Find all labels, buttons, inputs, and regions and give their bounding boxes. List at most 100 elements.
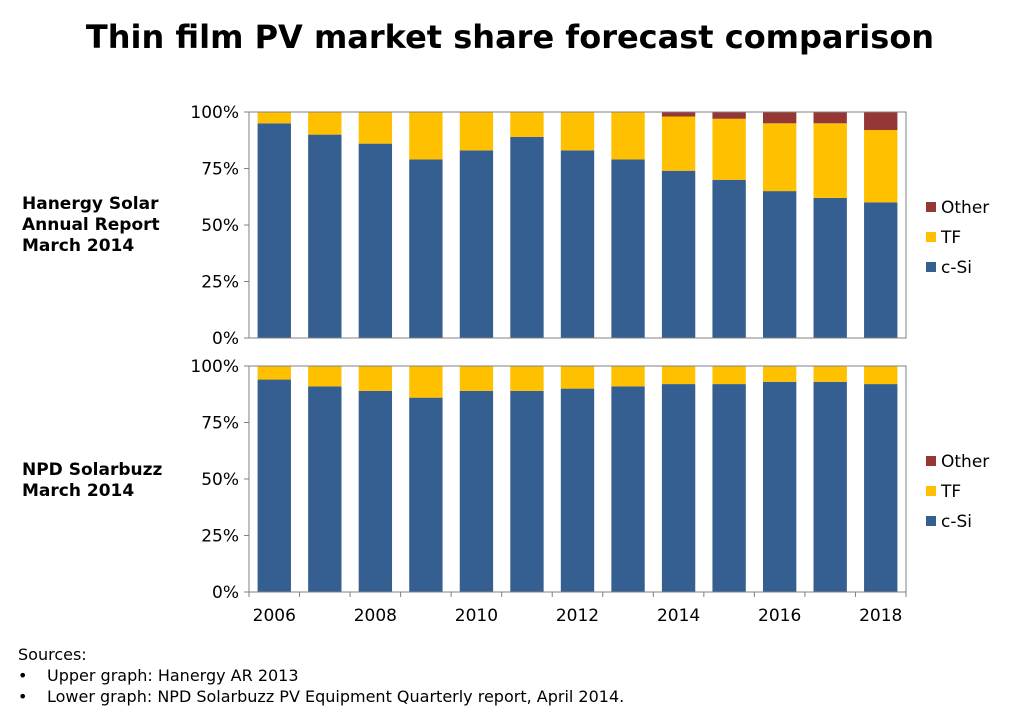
lower-bar-csi-2010 [459, 390, 494, 592]
lower-bar-csi-2017 [813, 381, 847, 592]
upper-bar-csi-2007 [308, 134, 342, 338]
lower-y-tick-label: 25% [201, 527, 239, 547]
upper-bar-csi-2013 [611, 159, 645, 338]
upper-bar-other-2015 [712, 112, 746, 119]
upper-bar-tf-2015 [712, 118, 746, 180]
upper-bar-tf-2007 [308, 112, 342, 135]
upper-bar-tf-2008 [358, 112, 393, 144]
lower-bar-tf-2014 [661, 366, 696, 385]
upper-bar-csi-2009 [409, 159, 443, 338]
lower-bar-tf-2015 [712, 366, 746, 385]
source-item: Lower graph: NPD Solarbuzz PV Equipment … [18, 686, 624, 707]
lower-legend-swatch-csi [926, 516, 936, 526]
upper-bar-csi-2016 [762, 191, 797, 338]
upper-bar-csi-2018 [864, 202, 898, 338]
lower-bar-tf-2018 [864, 366, 898, 385]
x-tick-label: 2008 [354, 606, 397, 626]
upper-bar-tf-2014 [661, 116, 696, 171]
lower-legend-swatch-other [926, 456, 936, 466]
upper-y-tick-label: 50% [201, 216, 239, 236]
lower-legend-label-tf: TF [940, 482, 961, 502]
x-tick-label: 2016 [758, 606, 801, 626]
upper-panel-label: Hanergy Solar Annual Report March 2014 [22, 194, 160, 257]
upper-bar-other-2016 [762, 112, 797, 124]
lower-legend-label-csi: c-Si [941, 512, 972, 532]
upper-y-tick-label: 25% [201, 273, 239, 293]
upper-bar-tf-2012 [560, 112, 595, 151]
upper-bar-csi-2012 [560, 150, 595, 338]
x-tick-label: 2012 [556, 606, 599, 626]
upper-legend-swatch-csi [926, 262, 936, 272]
lower-bar-tf-2017 [813, 366, 847, 382]
upper-bar-csi-2010 [459, 150, 494, 338]
lower-bar-tf-2007 [308, 366, 342, 387]
sources-heading: Sources: [18, 645, 87, 664]
upper-bar-other-2014 [661, 112, 696, 117]
lower-bar-csi-2008 [358, 390, 393, 592]
lower-bar-tf-2013 [611, 366, 645, 387]
x-tick-label: 2018 [859, 606, 902, 626]
upper-bar-tf-2011 [510, 112, 544, 137]
lower-bar-tf-2011 [510, 366, 544, 391]
lower-panel-label: NPD Solarbuzz March 2014 [22, 460, 162, 502]
upper-bar-tf-2006 [257, 112, 291, 124]
upper-panel-label-line: Hanergy Solar [22, 194, 159, 214]
lower-panel-label-line: NPD Solarbuzz [22, 460, 163, 480]
upper-bar-tf-2009 [409, 112, 443, 160]
lower-y-tick-label: 0% [212, 583, 239, 603]
lower-legend-swatch-tf [926, 486, 936, 496]
lower-bar-csi-2011 [510, 390, 544, 592]
upper-bar-other-2018 [864, 112, 898, 131]
source-item: Upper graph: Hanergy AR 2013 [18, 665, 624, 686]
upper-bar-csi-2014 [661, 170, 696, 338]
upper-y-tick-label: 100% [190, 103, 239, 123]
lower-bar-tf-2012 [560, 366, 595, 389]
upper-y-tick-label: 0% [212, 329, 239, 349]
lower-bar-csi-2015 [712, 384, 746, 592]
lower-bar-csi-2006 [257, 379, 291, 592]
x-tick-label: 2010 [455, 606, 498, 626]
lower-bar-tf-2008 [358, 366, 393, 391]
sources-list: Upper graph: Hanergy AR 2013 Lower graph… [18, 665, 624, 707]
upper-panel-label-line: Annual Report [22, 215, 160, 235]
upper-bar-tf-2018 [864, 130, 898, 203]
lower-bar-tf-2010 [459, 366, 494, 391]
chart-title: Thin film PV market share forecast compa… [85, 18, 935, 56]
lower-y-tick-label: 100% [190, 357, 239, 377]
upper-panel-label-line: March 2014 [22, 236, 135, 256]
upper-bar-other-2017 [813, 112, 847, 124]
lower-y-tick-label: 75% [201, 414, 239, 434]
lower-bar-csi-2016 [762, 381, 797, 592]
lower-bar-tf-2009 [409, 366, 443, 398]
upper-bar-csi-2006 [257, 123, 291, 338]
lower-bar-csi-2018 [864, 384, 898, 592]
upper-bar-csi-2017 [813, 197, 847, 338]
sources-block: Sources: Upper graph: Hanergy AR 2013 Lo… [18, 644, 624, 707]
lower-bar-csi-2014 [661, 384, 696, 592]
lower-panel-label-line: March 2014 [22, 481, 135, 501]
upper-bar-csi-2008 [358, 143, 393, 338]
upper-bar-tf-2017 [813, 123, 847, 198]
upper-legend-swatch-other [926, 202, 936, 212]
upper-legend-label-other: Other [941, 198, 989, 218]
upper-bar-tf-2010 [459, 112, 494, 151]
upper-bar-tf-2013 [611, 112, 645, 160]
upper-legend-label-tf: TF [940, 228, 961, 248]
lower-bar-csi-2009 [409, 397, 443, 592]
lower-bar-csi-2007 [308, 386, 342, 592]
lower-bar-tf-2016 [762, 366, 797, 382]
upper-bar-csi-2015 [712, 179, 746, 338]
lower-bar-csi-2012 [560, 388, 595, 592]
upper-legend-swatch-tf [926, 232, 936, 242]
lower-y-tick-label: 50% [201, 470, 239, 490]
upper-bar-csi-2011 [510, 136, 544, 338]
x-tick-label: 2006 [253, 606, 296, 626]
upper-legend-label-csi: c-Si [941, 258, 972, 278]
x-tick-label: 2014 [657, 606, 700, 626]
lower-bar-csi-2013 [611, 386, 645, 592]
upper-y-tick-label: 75% [201, 160, 239, 180]
lower-legend-label-other: Other [941, 452, 989, 472]
upper-bar-tf-2016 [762, 123, 797, 192]
lower-bar-tf-2006 [257, 366, 291, 380]
